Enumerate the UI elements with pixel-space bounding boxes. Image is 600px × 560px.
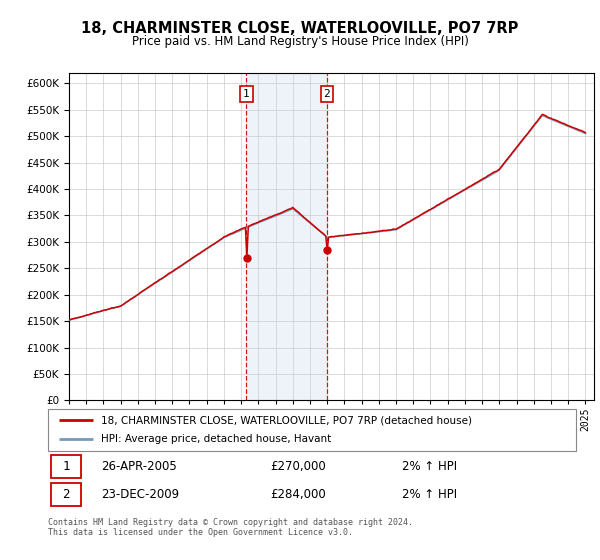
- Text: 2% ↑ HPI: 2% ↑ HPI: [402, 488, 457, 501]
- Text: £284,000: £284,000: [270, 488, 326, 501]
- Text: 1: 1: [243, 89, 250, 99]
- Bar: [247, 73, 326, 400]
- Text: 18, CHARMINSTER CLOSE, WATERLOOVILLE, PO7 7RP: 18, CHARMINSTER CLOSE, WATERLOOVILLE, PO…: [82, 21, 518, 36]
- Text: Price paid vs. HM Land Registry's House Price Index (HPI): Price paid vs. HM Land Registry's House …: [131, 35, 469, 48]
- Text: Contains HM Land Registry data © Crown copyright and database right 2024.
This d: Contains HM Land Registry data © Crown c…: [48, 518, 413, 538]
- Text: 1: 1: [62, 460, 70, 473]
- Text: HPI: Average price, detached house, Havant: HPI: Average price, detached house, Hava…: [101, 435, 331, 445]
- Text: 23-DEC-2009: 23-DEC-2009: [101, 488, 179, 501]
- Bar: [50, 483, 81, 506]
- Text: 18, CHARMINSTER CLOSE, WATERLOOVILLE, PO7 7RP (detached house): 18, CHARMINSTER CLOSE, WATERLOOVILLE, PO…: [101, 415, 472, 425]
- Text: 2% ↑ HPI: 2% ↑ HPI: [402, 460, 457, 473]
- Text: 2: 2: [62, 488, 70, 501]
- Text: £270,000: £270,000: [270, 460, 326, 473]
- Text: 2: 2: [323, 89, 330, 99]
- Text: 26-APR-2005: 26-APR-2005: [101, 460, 176, 473]
- Bar: [50, 455, 81, 478]
